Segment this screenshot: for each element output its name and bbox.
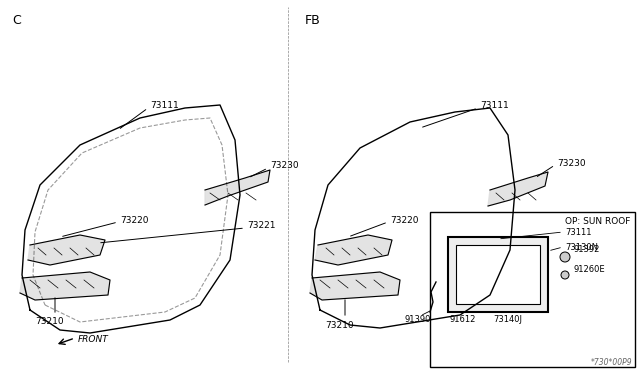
Text: 73111: 73111 [565, 228, 591, 237]
Text: FB: FB [305, 14, 321, 27]
Text: 73220: 73220 [390, 215, 419, 224]
Text: C: C [12, 14, 20, 27]
Circle shape [560, 252, 570, 262]
Text: 91612: 91612 [450, 315, 476, 324]
Text: *730*00P9: *730*00P9 [590, 358, 632, 367]
Polygon shape [20, 272, 110, 300]
Text: 91260E: 91260E [573, 266, 605, 275]
Polygon shape [315, 235, 392, 265]
Text: FRONT: FRONT [78, 336, 109, 344]
Circle shape [561, 271, 569, 279]
Text: OP: SUN ROOF: OP: SUN ROOF [564, 217, 630, 226]
Text: 73130N: 73130N [565, 243, 598, 251]
Polygon shape [205, 170, 270, 205]
Text: 73220: 73220 [120, 215, 148, 224]
Text: 73230: 73230 [557, 158, 586, 167]
Polygon shape [310, 272, 400, 300]
Bar [448, 237, 548, 312]
Bar [456, 245, 540, 304]
Text: 73210: 73210 [35, 317, 63, 327]
Text: 73221: 73221 [247, 221, 275, 230]
Text: 91392: 91392 [573, 244, 600, 253]
Text: 73140J: 73140J [493, 315, 522, 324]
Bar [430, 212, 635, 367]
Polygon shape [28, 235, 105, 265]
Text: 73111: 73111 [150, 100, 179, 109]
Text: 73210: 73210 [325, 321, 354, 330]
Text: 73111: 73111 [480, 100, 509, 109]
Text: 91390: 91390 [405, 315, 431, 324]
Text: 73230: 73230 [270, 160, 299, 170]
Polygon shape [488, 172, 548, 206]
